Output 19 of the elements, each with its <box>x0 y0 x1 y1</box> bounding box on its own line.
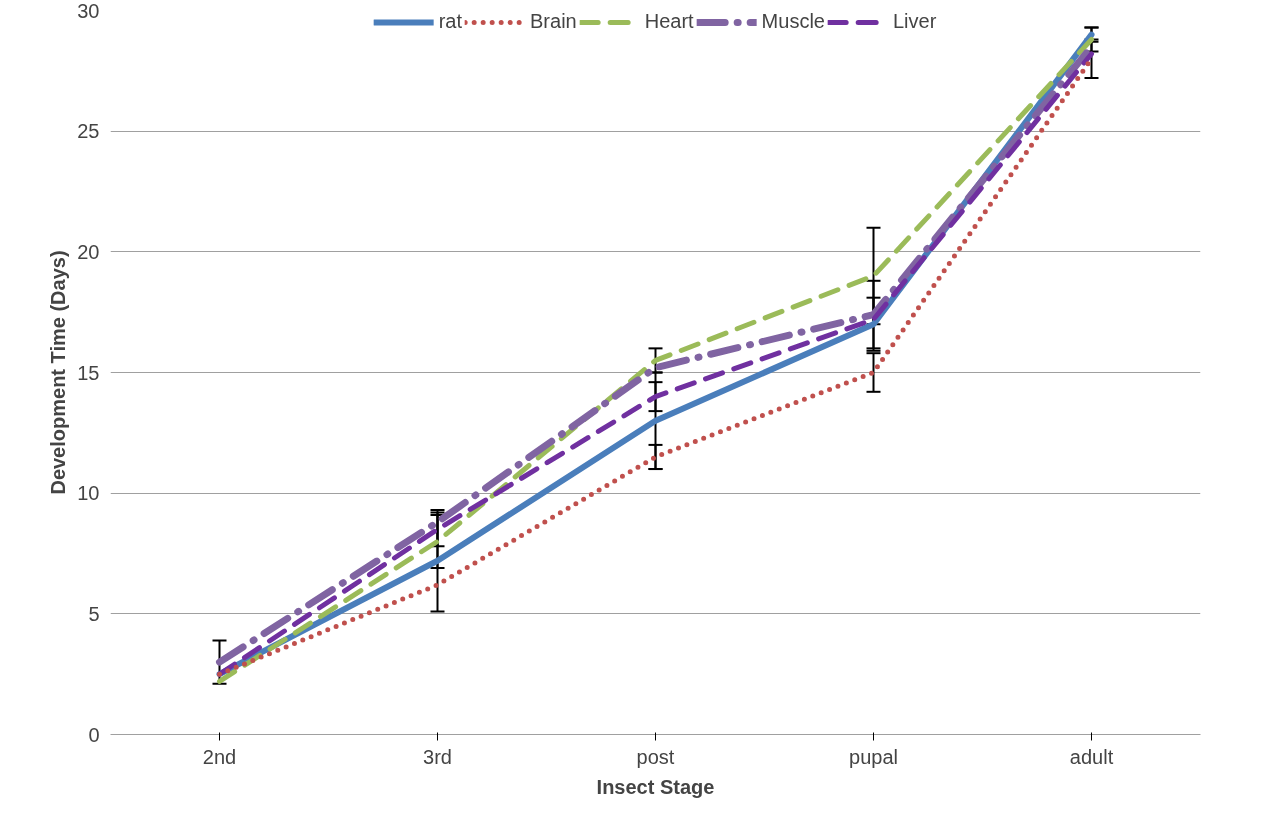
x-tick-label: pupal <box>849 745 898 768</box>
legend-label: Liver <box>892 10 937 33</box>
y-axis-title: Development Time (Days) <box>47 250 70 495</box>
legend-label: Heart <box>644 10 694 33</box>
y-tick-label: 15 <box>77 361 100 384</box>
y-tick-label: 10 <box>77 482 100 505</box>
legend-label: Brain <box>530 10 577 33</box>
legend-label: rat <box>438 10 463 33</box>
x-tick-label: post <box>636 745 675 768</box>
y-tick-label: 25 <box>77 120 100 143</box>
legend-label: Muscle <box>761 10 825 33</box>
x-tick-label: adult <box>1069 745 1114 768</box>
x-tick-label: 3rd <box>423 745 452 768</box>
x-tick-label: 2nd <box>202 745 237 768</box>
y-tick-label: 30 <box>77 0 100 22</box>
y-tick-label: 0 <box>88 723 100 746</box>
y-tick-label: 5 <box>88 602 100 625</box>
y-tick-label: 20 <box>77 240 100 263</box>
x-axis-title: Insect Stage <box>596 775 715 798</box>
